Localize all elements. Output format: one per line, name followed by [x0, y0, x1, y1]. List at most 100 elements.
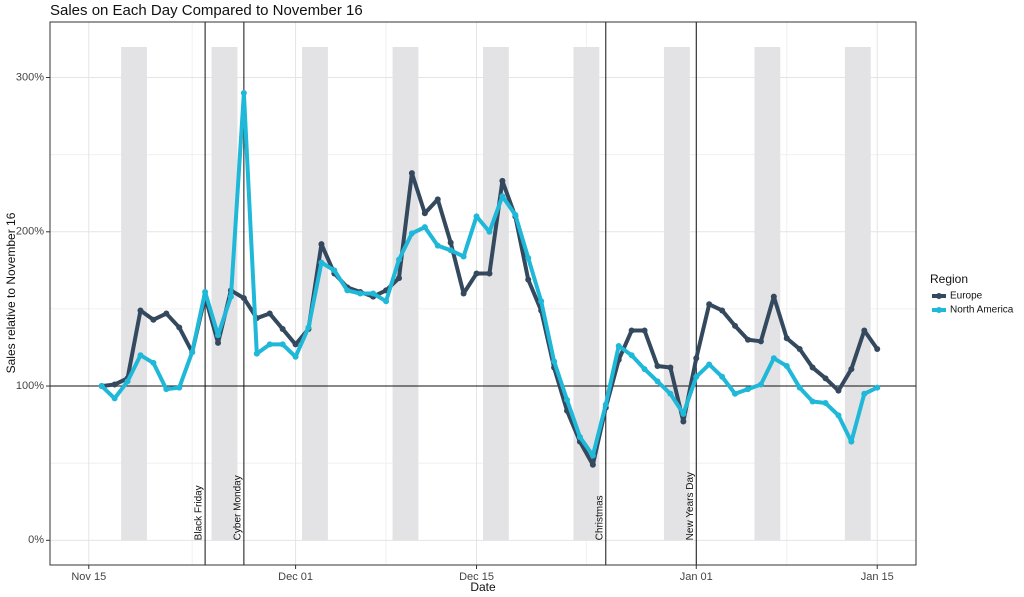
- legend-key-point: [936, 307, 942, 313]
- point: [628, 352, 635, 359]
- point: [783, 335, 790, 342]
- point: [395, 275, 402, 282]
- point: [667, 364, 674, 371]
- point: [215, 339, 222, 346]
- y-tick-label: 100%: [16, 380, 44, 392]
- weekend-band: [483, 47, 509, 541]
- point: [809, 364, 816, 371]
- legend-label: Europe: [950, 291, 983, 302]
- point: [835, 412, 842, 419]
- point: [434, 242, 441, 249]
- point: [874, 384, 881, 391]
- y-axis-label: Sales relative to November 16: [4, 212, 18, 373]
- point: [434, 196, 441, 203]
- point: [589, 452, 596, 459]
- weekend-band: [573, 47, 600, 541]
- point: [809, 398, 816, 405]
- x-tick-label: Dec 15: [459, 571, 494, 583]
- point: [292, 341, 299, 348]
- y-tick-label: 300%: [16, 71, 44, 83]
- weekend-band: [392, 47, 419, 541]
- point: [279, 325, 286, 332]
- point: [706, 301, 713, 308]
- point: [667, 390, 674, 397]
- y-tick-label: 0%: [28, 534, 44, 546]
- point: [395, 256, 402, 263]
- point: [602, 401, 609, 408]
- point: [848, 438, 855, 445]
- point: [848, 366, 855, 373]
- point: [641, 327, 648, 334]
- point: [770, 293, 777, 300]
- point: [111, 395, 118, 402]
- point: [757, 338, 764, 345]
- point: [279, 341, 286, 348]
- point: [305, 324, 312, 331]
- point: [628, 327, 635, 334]
- point: [822, 375, 829, 382]
- point: [835, 387, 842, 394]
- panel-border: [49, 21, 917, 566]
- point: [719, 373, 726, 380]
- point: [564, 396, 571, 403]
- point: [796, 346, 803, 353]
- point: [253, 350, 260, 357]
- point: [576, 433, 583, 440]
- x-tick-label: Jan 01: [680, 571, 713, 583]
- legend-key-point: [936, 293, 942, 299]
- point: [641, 366, 648, 373]
- point: [822, 400, 829, 407]
- point: [473, 213, 480, 220]
- point: [318, 259, 325, 266]
- point: [215, 332, 222, 339]
- point: [421, 224, 428, 231]
- point: [757, 381, 764, 388]
- point: [486, 270, 493, 277]
- point: [137, 352, 144, 359]
- point: [783, 363, 790, 370]
- point: [240, 295, 247, 302]
- point: [706, 361, 713, 368]
- point: [331, 267, 338, 274]
- point: [861, 327, 868, 334]
- point: [421, 210, 428, 217]
- point: [408, 170, 415, 177]
- weekend-band: [663, 47, 690, 541]
- point: [176, 324, 183, 331]
- legend-title: Region: [930, 272, 968, 286]
- point: [124, 378, 131, 385]
- point: [176, 384, 183, 391]
- weekend-band: [754, 47, 781, 541]
- point: [732, 322, 739, 329]
- point: [512, 211, 519, 218]
- point: [460, 253, 467, 260]
- point: [680, 410, 687, 417]
- point: [150, 316, 157, 323]
- point: [525, 276, 532, 283]
- point: [615, 342, 622, 349]
- point: [693, 355, 700, 362]
- point: [486, 228, 493, 235]
- point: [111, 381, 118, 388]
- event-label: Cyber Monday: [233, 475, 244, 540]
- point: [770, 355, 777, 362]
- point: [796, 384, 803, 391]
- point: [499, 193, 506, 200]
- x-axis-label: Date: [470, 580, 496, 594]
- point: [150, 359, 157, 366]
- point: [357, 290, 364, 297]
- point: [266, 310, 273, 317]
- chart-title: Sales on Each Day Compared to November 1…: [50, 2, 363, 19]
- point: [654, 363, 661, 370]
- point: [874, 346, 881, 353]
- point: [499, 177, 506, 184]
- event-label: Christmas: [594, 495, 605, 540]
- weekend-band: [844, 47, 871, 541]
- point: [861, 390, 868, 397]
- point: [137, 307, 144, 314]
- point: [266, 341, 273, 348]
- event-label: Black Friday: [194, 485, 205, 540]
- point: [744, 386, 751, 393]
- point: [227, 293, 234, 300]
